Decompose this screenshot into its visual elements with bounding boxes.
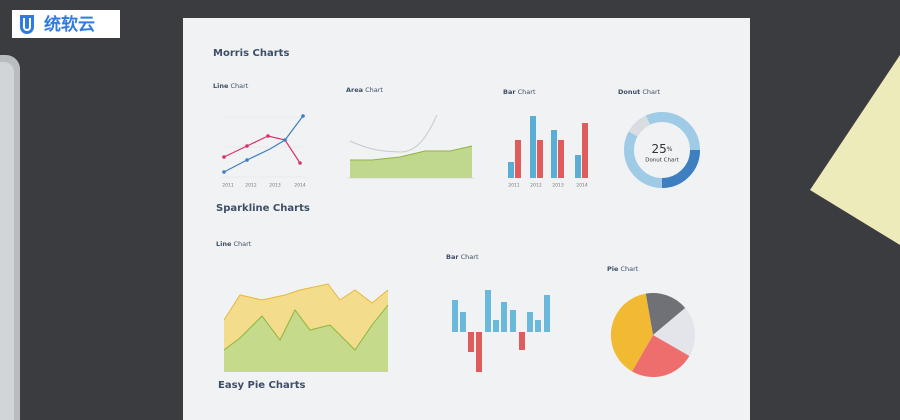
bar — [527, 312, 533, 332]
bar — [476, 332, 482, 372]
label-rest: Chart — [642, 88, 660, 96]
chart-label: Bar Chart — [503, 88, 536, 96]
area-gray-line — [349, 114, 438, 153]
bar — [510, 310, 516, 332]
bar — [508, 162, 514, 178]
pie — [610, 292, 696, 378]
bar — [501, 302, 507, 332]
pie-slice — [645, 292, 686, 335]
chart-label: Bar Chart — [446, 253, 479, 261]
donut-number: 25 — [652, 142, 667, 156]
x-tick: 2012 — [530, 183, 542, 189]
label-bold: Line — [213, 82, 229, 90]
donut-segment — [661, 149, 700, 188]
label-bold: Donut — [618, 88, 640, 96]
chart-label: Area Chart — [346, 86, 383, 94]
bar — [582, 123, 588, 178]
grid — [222, 116, 306, 178]
logo: 统软云 — [12, 10, 120, 38]
pie-slice — [632, 335, 690, 378]
area-green-line — [350, 145, 473, 161]
chart-label: Donut Chart — [618, 88, 661, 96]
bar — [558, 140, 564, 178]
section-title: Sparkline Charts — [216, 203, 310, 214]
pie-slice — [610, 293, 653, 372]
bar — [485, 290, 491, 332]
x-tick: 2012 — [245, 183, 257, 189]
bar — [515, 140, 521, 178]
bar — [493, 320, 499, 332]
donut-value: 25% — [652, 142, 673, 156]
line-blue — [223, 115, 304, 173]
chart-label: Pie Chart — [607, 265, 639, 273]
donut-segment — [628, 115, 651, 137]
x-tick: 2013 — [552, 183, 564, 189]
label-bold: Area — [346, 86, 363, 94]
bars — [508, 116, 588, 178]
x-tick: 2013 — [269, 183, 281, 189]
spark-line-green — [223, 304, 389, 351]
section-title: Easy Pie Charts — [218, 380, 305, 391]
logo-icon-u — [23, 18, 31, 31]
pie-slice — [653, 308, 696, 356]
bar — [575, 155, 581, 178]
sticky-note — [810, 55, 900, 245]
points-blue — [222, 114, 305, 174]
bar — [551, 130, 557, 178]
label-rest: Chart — [518, 88, 536, 96]
x-tick: 2014 — [294, 183, 306, 189]
chart-label: Line Chart — [213, 82, 249, 90]
area-green — [350, 146, 472, 178]
label-bold: Line — [216, 240, 232, 248]
x-tick: 2011 — [222, 183, 234, 189]
spark-line-yellow — [223, 283, 389, 321]
label-bold: Bar — [446, 253, 459, 261]
points-red — [222, 134, 302, 165]
label-rest: Chart — [461, 253, 479, 261]
spark-bars — [452, 290, 550, 372]
label-rest: Chart — [233, 240, 251, 248]
phone-screen — [0, 62, 14, 420]
label-rest: Chart — [230, 82, 248, 90]
donut-unit: % — [667, 146, 673, 153]
bar — [460, 312, 466, 332]
label-bold: Pie — [607, 265, 619, 273]
bar — [452, 300, 458, 332]
bar — [535, 320, 541, 332]
bar — [537, 140, 543, 178]
bar — [468, 332, 474, 352]
bar — [519, 332, 525, 350]
label-rest: Chart — [620, 265, 638, 273]
spark-area-green — [224, 305, 388, 372]
bar — [530, 116, 536, 178]
logo-icon — [20, 15, 34, 34]
section-title: Morris Charts — [213, 48, 289, 59]
x-tick: 2011 — [508, 183, 520, 189]
label-rest: Chart — [365, 86, 383, 94]
donut-label: Donut Chart — [645, 158, 679, 164]
x-tick: 2014 — [576, 183, 588, 189]
logo-text: 统软云 — [44, 14, 95, 35]
bar — [544, 295, 550, 332]
chart-label: Line Chart — [216, 240, 252, 248]
label-bold: Bar — [503, 88, 516, 96]
